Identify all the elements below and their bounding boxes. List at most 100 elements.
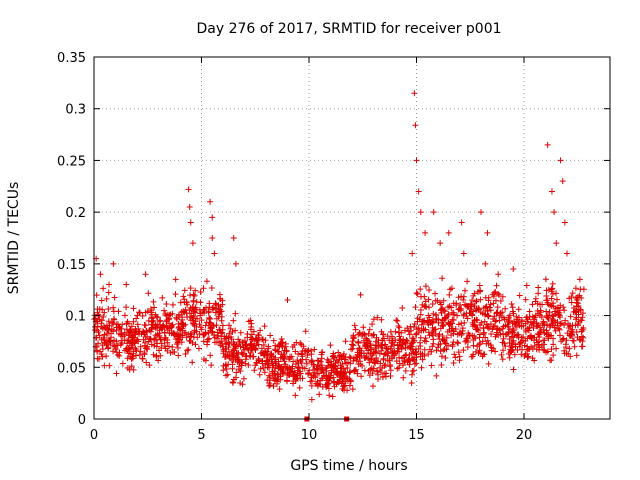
data-point xyxy=(551,308,558,315)
data-point xyxy=(517,339,524,346)
plot-frame xyxy=(93,56,611,420)
data-point xyxy=(271,372,278,379)
data-point xyxy=(435,332,442,339)
data-point xyxy=(407,323,414,330)
data-point xyxy=(421,318,428,325)
data-point xyxy=(477,350,484,357)
data-point xyxy=(265,343,272,350)
data-point xyxy=(511,351,518,358)
data-point xyxy=(296,370,303,377)
data-point xyxy=(549,280,556,287)
data-point xyxy=(116,353,123,360)
data-point xyxy=(347,360,354,367)
data-point xyxy=(286,364,293,371)
data-point xyxy=(266,380,273,387)
data-point xyxy=(452,354,459,361)
data-point xyxy=(524,335,531,342)
data-point xyxy=(449,341,456,348)
data-point xyxy=(476,347,483,354)
data-point xyxy=(470,292,477,299)
data-point xyxy=(308,359,315,366)
data-point xyxy=(377,369,384,376)
data-point xyxy=(308,351,315,358)
data-point xyxy=(374,358,381,365)
data-point xyxy=(346,382,353,389)
data-point xyxy=(483,303,490,310)
data-point xyxy=(534,339,541,346)
data-point xyxy=(450,300,457,307)
data-point xyxy=(331,379,338,386)
data-point xyxy=(219,322,226,329)
data-point xyxy=(187,219,194,226)
data-point xyxy=(226,322,233,329)
data-point xyxy=(130,334,137,341)
data-point xyxy=(439,275,446,282)
data-point xyxy=(490,300,497,307)
data-point xyxy=(548,332,555,339)
axis-ticks: 0 5 10 15 20 0 0.05 0.1 0.15 0.2 0.25 0.3 0.35 xyxy=(57,51,610,443)
data-point xyxy=(292,376,299,383)
data-point xyxy=(134,321,141,328)
data-point xyxy=(553,240,560,247)
x-axis-label: GPS time / hours xyxy=(290,458,407,474)
data-point xyxy=(133,347,140,354)
data-point xyxy=(500,335,507,342)
y-tick-label: 0.1 xyxy=(65,310,86,325)
data-point xyxy=(172,291,179,298)
data-point xyxy=(402,327,409,334)
data-point xyxy=(437,340,444,347)
data-point xyxy=(455,294,462,301)
data-point xyxy=(462,287,469,294)
data-point xyxy=(346,369,353,376)
data-point xyxy=(133,315,140,322)
data-point xyxy=(233,342,240,349)
data-point xyxy=(449,325,456,332)
data-point xyxy=(562,344,569,351)
data-point xyxy=(249,353,256,360)
data-point xyxy=(497,331,504,338)
data-point xyxy=(175,312,182,319)
data-point xyxy=(279,368,286,375)
data-point xyxy=(446,303,453,310)
data-point xyxy=(494,304,501,311)
data-point xyxy=(260,349,267,356)
data-point xyxy=(372,349,379,356)
data-point xyxy=(502,305,509,312)
data-point xyxy=(222,362,229,369)
data-point xyxy=(506,326,513,333)
data-point xyxy=(416,339,423,346)
data-point xyxy=(493,309,500,316)
data-point xyxy=(531,342,538,349)
data-point xyxy=(559,178,566,185)
data-point xyxy=(464,303,471,310)
data-point xyxy=(361,330,368,337)
data-point xyxy=(476,282,483,289)
data-point xyxy=(396,333,403,340)
data-point xyxy=(319,349,326,356)
data-point xyxy=(369,321,376,328)
data-point xyxy=(501,316,508,323)
data-point xyxy=(267,332,274,339)
data-point xyxy=(412,360,419,367)
data-point xyxy=(317,377,324,384)
data-point xyxy=(341,383,348,390)
data-point xyxy=(388,340,395,347)
data-point xyxy=(287,353,294,360)
data-point xyxy=(518,334,525,341)
data-point xyxy=(103,353,110,360)
data-point xyxy=(553,290,560,297)
data-point xyxy=(284,297,291,304)
data-point xyxy=(329,393,336,400)
data-point xyxy=(499,309,506,316)
data-point xyxy=(523,282,530,289)
data-point xyxy=(93,292,100,299)
data-point xyxy=(570,337,577,344)
data-point xyxy=(124,318,131,325)
data-point xyxy=(113,370,120,377)
data-point xyxy=(208,362,215,369)
data-point xyxy=(91,327,98,334)
data-point xyxy=(185,346,192,353)
data-point xyxy=(136,352,143,359)
data-point xyxy=(213,339,220,346)
data-point xyxy=(568,294,575,301)
